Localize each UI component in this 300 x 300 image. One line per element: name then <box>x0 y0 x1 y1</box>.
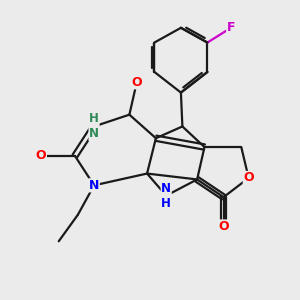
Text: O: O <box>131 76 142 89</box>
Text: H
N: H N <box>89 112 99 140</box>
Text: F: F <box>227 21 235 34</box>
Text: N: N <box>89 179 99 192</box>
Text: O: O <box>243 172 254 184</box>
Text: O: O <box>36 149 46 162</box>
Text: O: O <box>218 220 229 233</box>
Text: N
H: N H <box>161 182 171 210</box>
